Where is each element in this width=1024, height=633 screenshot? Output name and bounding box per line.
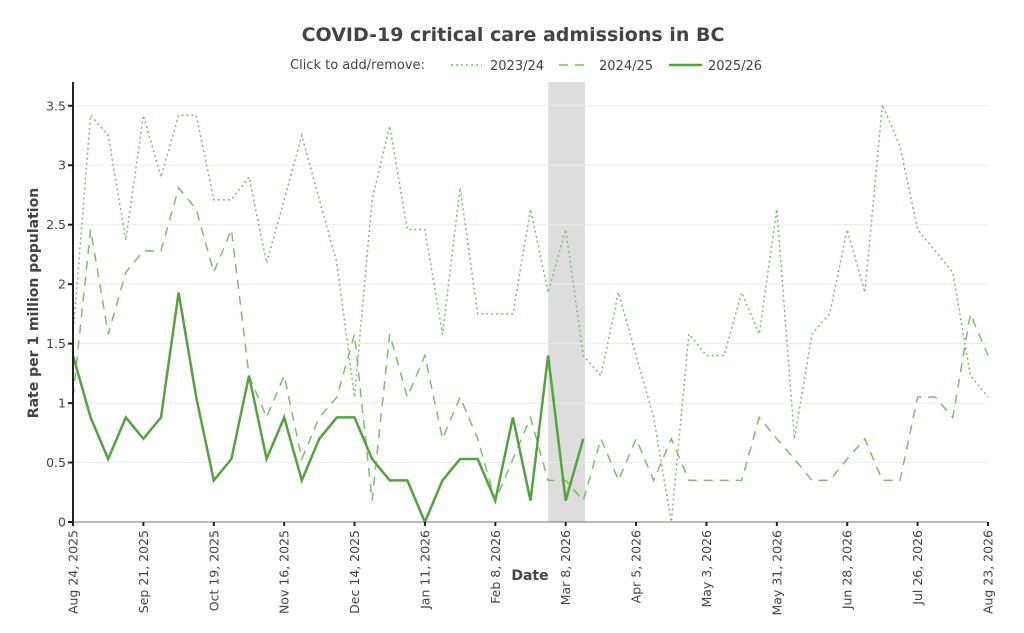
x-tick-label: May 31, 2026 [769, 530, 784, 616]
legend-item-2023-24[interactable]: 2023/24 [451, 59, 544, 74]
x-tick-label: Jul 26, 2026 [910, 530, 925, 606]
x-tick-label: May 3, 2026 [699, 530, 714, 608]
y-tick-label: 1.5 [46, 336, 66, 351]
y-tick-label: 2 [58, 277, 66, 292]
legend-label: 2025/26 [708, 59, 762, 74]
series-layer [71, 104, 989, 526]
x-tick-label: Mar 8, 2026 [558, 530, 573, 605]
y-tick-label: 2.5 [46, 217, 66, 232]
y-tick-label: 0 [58, 515, 66, 530]
x-tick-label: Nov 16, 2025 [277, 530, 292, 614]
highlight-band-layer [548, 82, 586, 522]
legend-label: 2024/25 [599, 59, 653, 74]
chart-title: COVID-19 critical care admissions in BC [302, 24, 725, 46]
y-tick-label: 1 [58, 396, 66, 411]
x-tick-label: Apr 5, 2026 [629, 530, 644, 603]
series-line-2023-24[interactable] [72, 104, 989, 523]
series-line-2024-25[interactable] [72, 186, 989, 503]
legend-label: 2023/24 [490, 59, 544, 74]
x-tick-label: Aug 24, 2025 [66, 530, 81, 614]
x-axis-title: Date [511, 568, 548, 584]
legend-item-2025-26[interactable]: 2025/26 [669, 59, 762, 74]
axes: 0 0.5 1 1.5 2 2.5 3 3.5 Aug 24, 2025 Sep 21, 2025… [46, 82, 996, 616]
legend-prompt: Click to add/remove: [290, 58, 425, 73]
x-tick-label: Oct 19, 2025 [206, 530, 221, 611]
x-tick-label: Feb 8, 2026 [488, 530, 503, 604]
y-axis-title: Rate per 1 million population [26, 188, 42, 418]
y-tick-label: 3.5 [46, 98, 66, 113]
series-line-2025-26[interactable] [71, 292, 585, 526]
x-tick-label: Sep 21, 2025 [136, 530, 151, 613]
y-tick-label: 0.5 [46, 455, 66, 470]
x-tick-label: Aug 23, 2026 [981, 530, 996, 614]
x-tick-label: Jun 28, 2026 [840, 530, 855, 610]
legend-item-2024-25[interactable]: 2024/25 [559, 59, 653, 74]
gridlines [73, 105, 988, 464]
y-tick-label: 3 [58, 158, 66, 173]
legend: Click to add/remove: 2023/24 2024/25 202… [290, 58, 762, 74]
current-week-highlight-band [548, 82, 586, 522]
x-tick-label: Dec 14, 2025 [347, 530, 362, 614]
x-tick-label: Jan 11, 2026 [417, 530, 432, 610]
